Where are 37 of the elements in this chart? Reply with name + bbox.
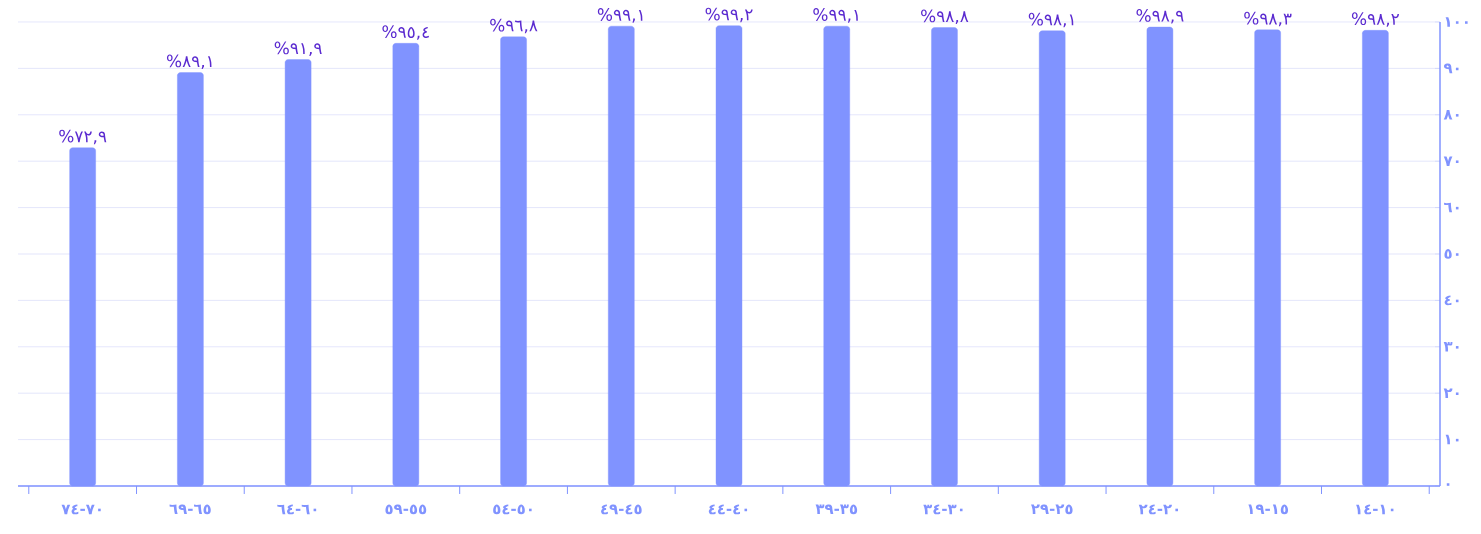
x-tick-label: ٦٤-٦٠ (277, 504, 317, 515)
x-tick-label: ٤٤-٤٠ (708, 504, 748, 515)
x-tick-label: ٧٤-٧٠ (61, 504, 101, 515)
y-tick-label: ٤٠ (1444, 295, 1459, 306)
data-label: %٩٥,٤ (382, 25, 429, 40)
x-tick-label: ٤٩-٤٥ (601, 504, 642, 515)
x-tick-label: ٥٤-٥٠ (493, 504, 532, 515)
data-label: %٩١,٩ (274, 41, 322, 57)
y-tick-label: ٦٠ (1444, 202, 1459, 213)
data-label: %٩٨,٨ (921, 9, 969, 25)
x-tick-label: ٢٩-٢٥ (1031, 504, 1073, 515)
x-tick-label: ٣٩-٣٥ (815, 504, 858, 515)
data-label: %٨٩,١ (166, 54, 212, 70)
y-tick-label: ٣٠ (1443, 342, 1459, 352)
x-tick-label: ١٤-١٠ (1356, 504, 1394, 515)
data-label: %٩٩,١ (813, 8, 858, 23)
y-tick-label: ١٠٠ (1445, 17, 1468, 27)
data-label: %٩٨,٣ (1244, 11, 1292, 27)
x-tick-label: ٦٩-٦٥ (169, 504, 211, 515)
x-tick-label: ٣٤-٣٠ (923, 504, 963, 515)
data-label: %٩٨,١ (1028, 12, 1074, 28)
data-label: %٩٩,١ (597, 8, 643, 23)
y-tick-label: ٧٠ (1443, 156, 1459, 166)
y-tick-label: ٩٠ (1443, 63, 1459, 74)
data-label: %٩٨,٢ (1351, 12, 1399, 27)
x-tick-label: ٢٤-٢٠ (1138, 504, 1178, 515)
x-tick-label: ٥٩-٥٥ (385, 504, 427, 515)
x-tick-label: ١٩-١٥ (1248, 504, 1289, 515)
data-label: %٧٢,٩ (59, 129, 107, 145)
data-label: %٩٩,٢ (705, 7, 753, 23)
y-tick-label: ٠ (1446, 483, 1450, 486)
y-tick-label: ٥٠ (1444, 249, 1459, 259)
data-label: %٩٨,٩ (1136, 9, 1184, 24)
y-tick-label: ٢٠ (1443, 388, 1459, 398)
y-tick-label: ١٠ (1445, 434, 1459, 445)
y-tick-label: ٨٠ (1443, 110, 1459, 120)
data-label: %٩٦,٨ (490, 18, 538, 34)
